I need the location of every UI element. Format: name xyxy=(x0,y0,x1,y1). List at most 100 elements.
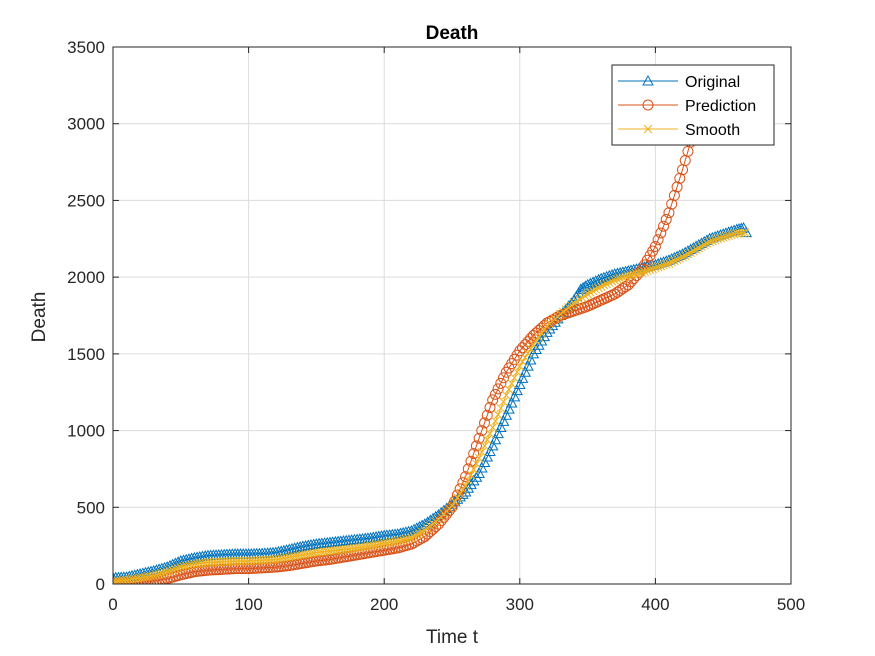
data-point-marker xyxy=(160,568,169,577)
data-point-marker xyxy=(707,236,717,246)
data-point-marker xyxy=(306,549,316,558)
data-point-marker xyxy=(623,271,633,280)
data-point-marker xyxy=(385,538,394,547)
legend-item-original: Original xyxy=(618,74,740,91)
data-point-marker xyxy=(629,270,639,279)
data-point-marker xyxy=(293,551,302,561)
data-point-marker xyxy=(508,390,521,402)
data-point-marker xyxy=(455,489,465,499)
x-axis-label: Time t xyxy=(426,627,479,648)
series-smooth xyxy=(113,228,750,584)
data-point-marker xyxy=(363,541,373,551)
x-tick-label: 400 xyxy=(641,595,669,614)
data-point-marker xyxy=(672,255,682,265)
data-point-marker xyxy=(637,268,647,277)
data-point-marker xyxy=(714,229,727,240)
data-point-marker xyxy=(575,295,584,304)
data-point-marker xyxy=(492,383,504,395)
data-point-marker xyxy=(152,570,161,580)
data-point-marker xyxy=(694,243,704,253)
data-point-marker xyxy=(663,207,675,219)
data-point-marker xyxy=(401,534,411,544)
data-point-marker xyxy=(303,549,313,559)
data-point-marker xyxy=(505,396,518,408)
data-point-marker xyxy=(516,372,529,383)
data-point-marker xyxy=(477,447,487,457)
data-point-marker xyxy=(600,270,613,282)
data-point-marker xyxy=(581,278,594,290)
data-point-marker xyxy=(417,527,427,537)
x-tick-label: 300 xyxy=(506,595,534,614)
data-point-marker xyxy=(607,277,617,286)
data-point-marker xyxy=(374,539,384,549)
data-point-marker xyxy=(686,248,696,257)
data-point-marker xyxy=(537,329,546,338)
data-point-marker xyxy=(438,511,450,523)
data-point-marker xyxy=(482,435,492,445)
data-point-marker xyxy=(643,124,653,134)
data-point-marker xyxy=(485,429,495,438)
data-point-marker xyxy=(522,360,534,371)
data-point-marker xyxy=(659,260,668,270)
data-point-marker xyxy=(279,553,289,563)
data-point-marker xyxy=(481,409,493,421)
data-point-marker xyxy=(154,569,164,579)
data-point-marker xyxy=(487,394,499,406)
data-point-marker xyxy=(499,397,508,407)
data-point-marker xyxy=(135,573,145,583)
data-point-marker xyxy=(493,410,503,419)
data-point-marker xyxy=(702,239,712,248)
data-point-marker xyxy=(634,268,644,278)
data-point-marker xyxy=(415,529,424,538)
data-point-marker xyxy=(703,232,716,244)
data-point-marker xyxy=(368,540,378,550)
data-point-marker xyxy=(668,190,680,202)
data-point-marker xyxy=(405,525,418,536)
data-point-marker xyxy=(726,230,736,240)
data-point-marker xyxy=(652,257,664,269)
data-point-marker xyxy=(500,409,513,420)
data-point-marker xyxy=(618,273,628,282)
x-tick-label: 0 xyxy=(108,595,117,614)
data-point-marker xyxy=(290,551,300,561)
data-point-marker xyxy=(406,533,416,543)
data-point-marker xyxy=(481,450,494,462)
data-point-marker xyxy=(580,291,590,301)
data-point-marker xyxy=(162,567,172,577)
data-point-marker xyxy=(529,340,538,350)
data-point-marker xyxy=(287,552,297,562)
data-point-marker xyxy=(652,234,664,246)
data-point-marker xyxy=(387,537,397,547)
legend-item-smooth: Smooth xyxy=(618,122,740,139)
data-point-marker xyxy=(398,535,408,545)
data-point-marker xyxy=(664,258,674,268)
data-point-marker xyxy=(165,566,175,576)
data-point-marker xyxy=(661,259,671,269)
data-point-marker xyxy=(441,508,453,520)
data-point-marker xyxy=(276,554,286,563)
data-point-marker xyxy=(282,553,291,562)
data-point-marker xyxy=(133,573,142,583)
data-point-marker xyxy=(670,256,679,266)
data-point-marker xyxy=(498,372,510,384)
data-point-marker xyxy=(390,537,400,546)
data-point-marker xyxy=(621,272,630,281)
data-point-marker xyxy=(705,237,714,247)
data-point-marker xyxy=(569,298,579,308)
data-point-marker xyxy=(602,279,611,289)
data-point-marker xyxy=(683,249,693,259)
data-point-marker xyxy=(720,227,732,238)
legend-label: Smooth xyxy=(685,122,740,139)
data-point-marker xyxy=(546,319,559,331)
data-point-marker xyxy=(408,523,420,535)
data-point-marker xyxy=(655,227,667,239)
data-point-marker xyxy=(421,516,434,527)
data-point-marker xyxy=(473,432,485,444)
axis-ticks: 0 100 200 300 400 500 0 500 1000 1500 2000 2500 3000… xyxy=(67,38,805,614)
data-point-marker xyxy=(461,481,470,491)
data-point-marker xyxy=(157,568,167,578)
data-point-marker xyxy=(651,263,660,273)
data-point-marker xyxy=(413,520,426,532)
data-point-marker xyxy=(450,497,460,507)
y-tick-label: 1500 xyxy=(67,345,105,364)
